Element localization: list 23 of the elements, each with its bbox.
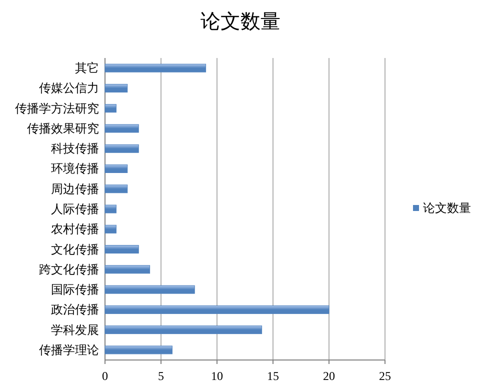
y-tick-label: 传播效果研究	[27, 121, 99, 136]
y-tick-label: 人际传播	[51, 202, 99, 216]
x-tick-label: 20	[323, 369, 335, 383]
x-tick-label: 15	[267, 369, 279, 383]
x-tick-label: 25	[379, 369, 391, 383]
y-tick-label: 其它	[75, 61, 99, 76]
y-tick-label: 传媒公信力	[39, 81, 99, 96]
y-tick-label: 农村传播	[51, 222, 99, 236]
legend-label: 论文数量	[423, 201, 471, 215]
y-tick-label: 环境传播	[51, 162, 99, 176]
y-tick-label: 科技传播	[51, 142, 99, 156]
y-tick-label: 学科发展	[51, 322, 99, 337]
y-tick-label: 周边传播	[51, 182, 99, 196]
y-tick-label: 政治传播	[51, 302, 99, 317]
chart-title: 论文数量	[200, 11, 280, 33]
y-tick-label: 传播学理论	[39, 342, 99, 357]
x-tick-label: 10	[211, 369, 223, 383]
y-tick-label: 文化传播	[51, 242, 99, 256]
y-tick-label: 国际传播	[51, 282, 99, 297]
y-tick-label: 传播学方法研究	[15, 101, 99, 116]
x-tick-label: 0	[102, 369, 108, 383]
x-tick-label: 5	[158, 369, 164, 383]
y-tick-label: 跨文化传播	[39, 262, 99, 276]
